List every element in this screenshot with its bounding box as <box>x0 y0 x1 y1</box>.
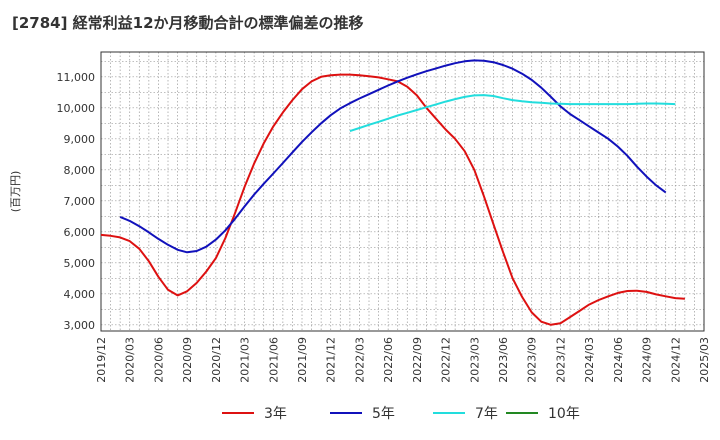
legend-label-3: 7年 <box>475 406 498 422</box>
x-tick-label: 2020/12 <box>210 337 223 383</box>
y-axis-label: (百万円) <box>9 171 22 213</box>
x-tick-label: 2024/03 <box>583 337 596 383</box>
legend-label-1: 3年 <box>264 406 287 422</box>
x-tick-label: 2024/12 <box>669 337 682 383</box>
x-tick-label: 2021/03 <box>239 337 252 383</box>
x-tick-label: 2023/03 <box>468 337 481 383</box>
plot-border <box>100 51 705 332</box>
series-line-3 <box>349 94 676 133</box>
y-tick-label: 5,000 <box>64 257 96 270</box>
x-tick-label: 2023/09 <box>526 337 539 383</box>
y-tick-label: 11,000 <box>57 71 96 84</box>
chart-title: [2784] 経常利益12か月移動合計の標準偏差の推移 <box>12 14 364 32</box>
x-tick-label: 2025/03 <box>698 337 711 383</box>
x-tick-label: 2024/06 <box>612 337 625 383</box>
plot-area <box>101 52 704 331</box>
x-tick-label: 2019/12 <box>95 337 108 383</box>
x-tick-label: 2023/06 <box>497 337 510 383</box>
x-tick-label: 2020/06 <box>152 337 165 383</box>
legend-label-4: 10年 <box>548 406 580 422</box>
y-tick-label: 9,000 <box>64 133 96 146</box>
x-tick-label: 2020/03 <box>124 337 137 383</box>
x-tick-label: 2020/09 <box>181 337 194 383</box>
y-tick-label: 7,000 <box>64 195 96 208</box>
x-tick-label: 2024/09 <box>641 337 654 383</box>
y-tick-label: 8,000 <box>64 164 96 177</box>
y-tick-label: 4,000 <box>64 288 96 301</box>
x-tick-label: 2023/12 <box>554 337 567 383</box>
legend-label-2: 5年 <box>372 406 395 422</box>
series-line-1 <box>100 73 685 326</box>
y-tick-label: 6,000 <box>64 226 96 239</box>
x-tick-label: 2021/12 <box>325 337 338 383</box>
x-tick-label: 2021/09 <box>296 337 309 383</box>
y-tick-label: 10,000 <box>57 102 96 115</box>
x-tick-label: 2022/12 <box>440 337 453 383</box>
x-tick-label: 2022/09 <box>411 337 424 383</box>
y-tick-label: 3,000 <box>64 319 96 332</box>
x-tick-label: 2022/03 <box>353 337 366 383</box>
x-tick-label: 2022/06 <box>382 337 395 383</box>
series-line-2 <box>119 59 667 254</box>
x-tick-label: 2021/06 <box>267 337 280 383</box>
